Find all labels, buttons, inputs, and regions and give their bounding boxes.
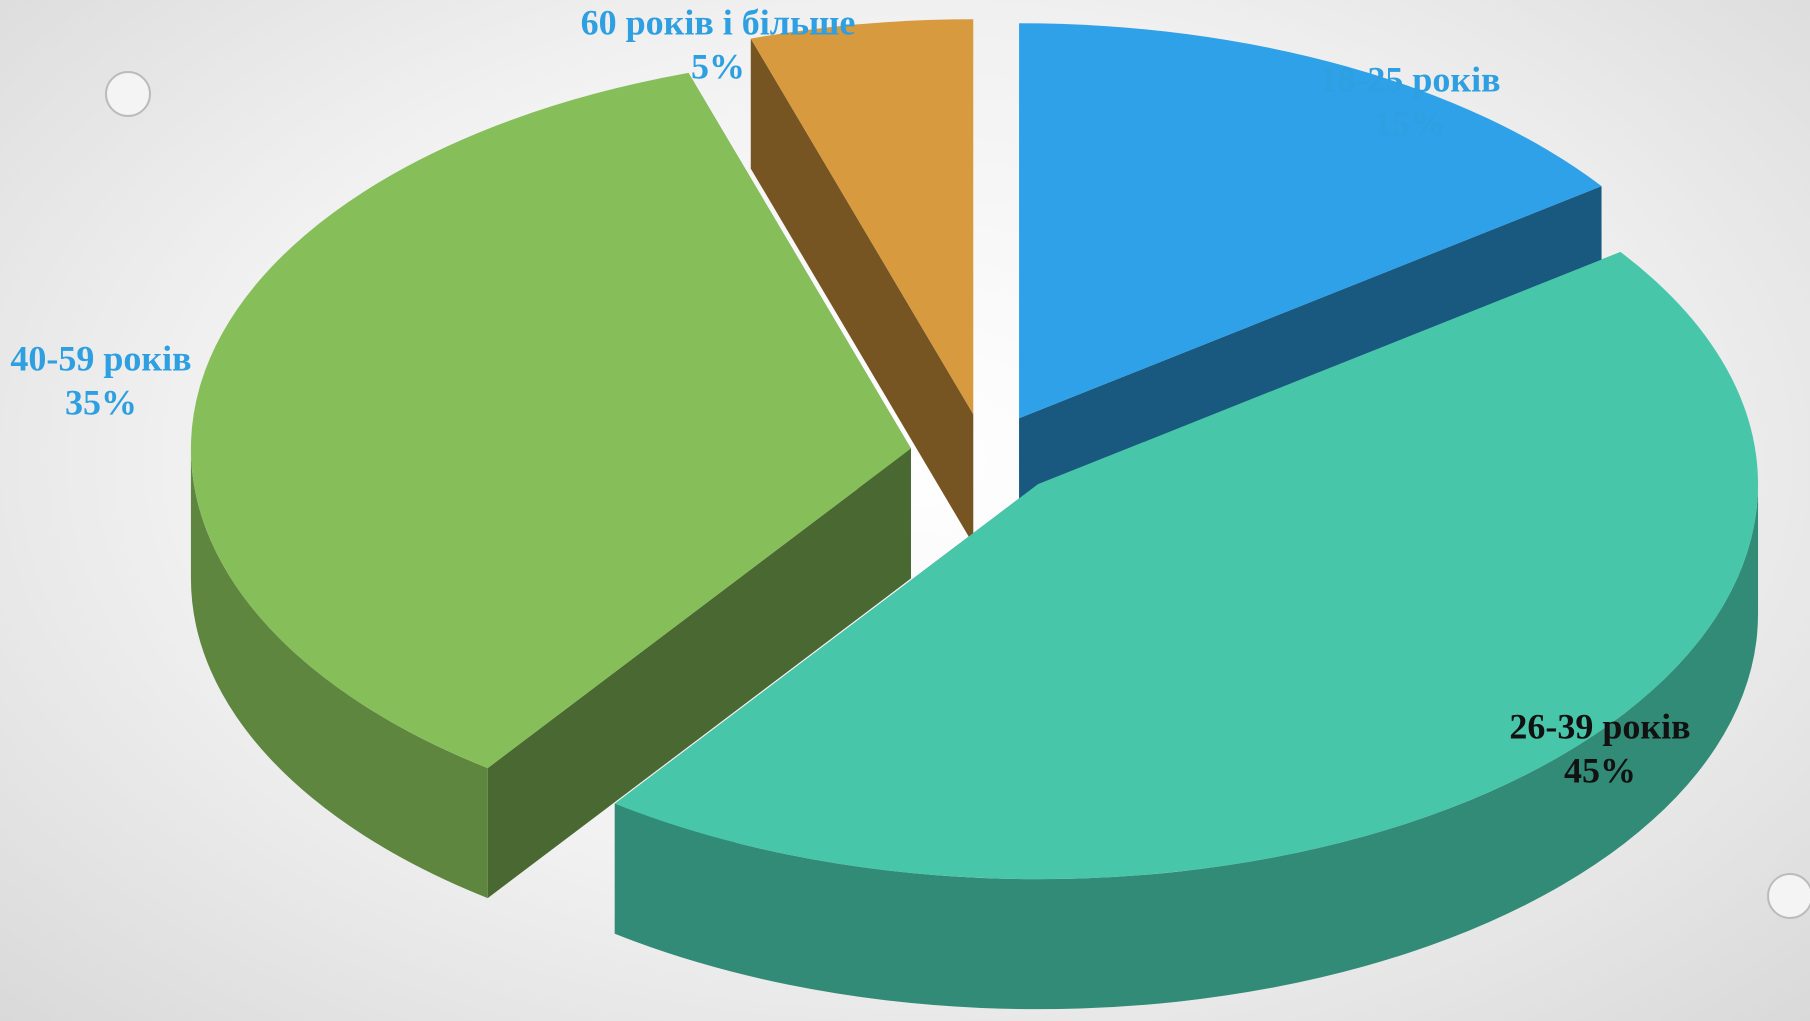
slice-label: 18-25 років (1319, 59, 1500, 99)
value-label: 15% (1374, 103, 1446, 143)
value-label: 5% (691, 46, 745, 86)
slice-side (750, 38, 974, 545)
bubble (105, 71, 151, 117)
bubble (1767, 873, 1810, 919)
value-label: 45% (1564, 750, 1636, 790)
slice (190, 72, 911, 769)
slice (614, 251, 1759, 1010)
slice-wall (614, 484, 1759, 1010)
slice (1019, 23, 1602, 419)
slice-side (487, 448, 911, 899)
slice-label: 40-59 років (10, 338, 191, 378)
slice-label: 60 років і більше (581, 2, 856, 42)
slice-wall (190, 448, 488, 899)
slice (614, 251, 1759, 880)
slice (750, 19, 974, 545)
decoration (105, 71, 1810, 919)
value-label: 35% (65, 382, 137, 422)
slice (190, 72, 911, 899)
slice-label: 26-39 років (1509, 706, 1690, 746)
slice (750, 19, 974, 415)
